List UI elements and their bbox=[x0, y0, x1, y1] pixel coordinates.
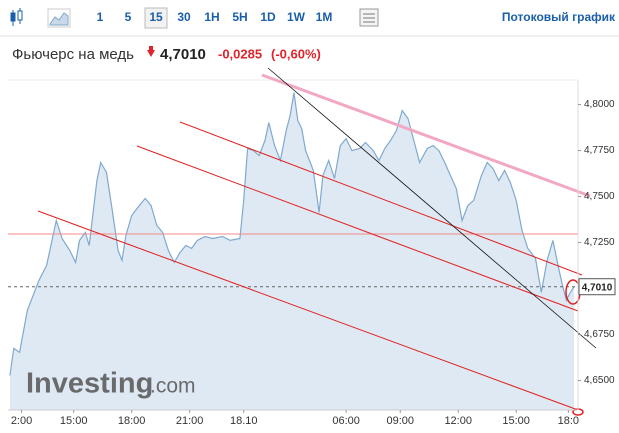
interval-button[interactable]: 1D bbox=[260, 10, 276, 24]
trend-line bbox=[267, 67, 597, 349]
x-tick-label: 18:0 bbox=[558, 415, 579, 427]
area-icon[interactable] bbox=[47, 8, 71, 28]
interval-button[interactable]: 30 bbox=[177, 10, 191, 24]
change-percent: (-0,60%) bbox=[271, 46, 321, 61]
channel-line bbox=[179, 121, 583, 276]
interval-button[interactable]: 1 bbox=[97, 10, 104, 24]
interval-button[interactable]: 5H bbox=[232, 10, 247, 24]
x-tick-label: 12:00 bbox=[444, 415, 472, 427]
x-tick-label: 2:00 bbox=[11, 415, 32, 427]
y-tick-label: 4,7250 bbox=[584, 237, 615, 248]
drawings bbox=[8, 67, 597, 416]
stream-link[interactable]: Потоковый график bbox=[502, 10, 616, 24]
toolbar bbox=[0, 0, 619, 35]
settings-icon[interactable] bbox=[359, 8, 379, 27]
resistance-line bbox=[261, 73, 591, 198]
active-interval-frame bbox=[144, 7, 168, 29]
y-tick-label: 4,8000 bbox=[584, 99, 615, 110]
interval-button[interactable]: 1M bbox=[316, 10, 333, 24]
price: 4,7010 bbox=[160, 46, 206, 63]
channel-line bbox=[37, 210, 579, 411]
y-tick-label: 4,7500 bbox=[584, 191, 615, 202]
y-tick-label: 4,6500 bbox=[584, 375, 615, 386]
price-line bbox=[9, 92, 575, 376]
y-tick-label: 4,6750 bbox=[584, 329, 615, 340]
candle-icon[interactable] bbox=[10, 8, 23, 26]
interval-button[interactable]: 1H bbox=[204, 10, 219, 24]
x-tick-label: 18.10 bbox=[230, 415, 258, 427]
x-tick-label: 15:00 bbox=[502, 415, 530, 427]
x-tick-label: 06:00 bbox=[332, 415, 360, 427]
brand-suffix: .com bbox=[150, 375, 196, 398]
instrument-name: Фьючерс на медь bbox=[12, 46, 134, 63]
x-tick-label: 15:00 bbox=[60, 415, 88, 427]
x-tick-label: 21:00 bbox=[176, 415, 204, 427]
interval-button[interactable]: 5 bbox=[125, 10, 132, 24]
x-tick-label: 09:00 bbox=[386, 415, 414, 427]
channel-line bbox=[136, 145, 579, 312]
change: -0,0285 bbox=[218, 46, 262, 61]
watermark: Investing .com bbox=[26, 368, 196, 400]
y-tick-label: 4,7750 bbox=[584, 145, 615, 156]
brand: Investing bbox=[26, 368, 153, 400]
interval-button[interactable]: 1W bbox=[287, 10, 306, 24]
last-price-label: 4,7010 bbox=[582, 282, 613, 293]
area-fill bbox=[9, 92, 575, 410]
x-tick-label: 18:00 bbox=[118, 415, 146, 427]
down-arrow bbox=[147, 46, 155, 57]
interval-button[interactable]: 15 bbox=[149, 10, 163, 24]
last-price-box bbox=[578, 278, 616, 296]
